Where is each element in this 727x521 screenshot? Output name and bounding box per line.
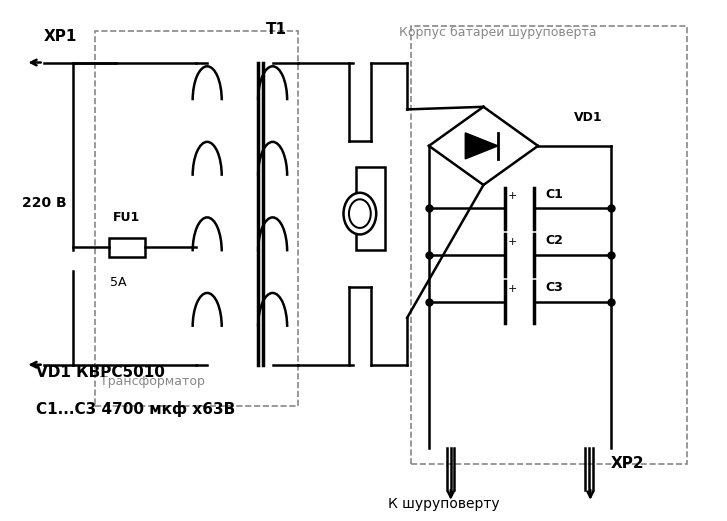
Bar xyxy=(109,238,145,257)
Bar xyxy=(411,26,687,464)
Text: ХР2: ХР2 xyxy=(611,456,644,471)
Text: C3: C3 xyxy=(545,281,563,294)
Text: С1...С3 4700 мкф х63В: С1...С3 4700 мкф х63В xyxy=(36,401,236,417)
Text: FU1: FU1 xyxy=(113,211,140,224)
Bar xyxy=(356,167,385,250)
Text: +: + xyxy=(508,191,517,201)
Text: VD1 КВРС5010: VD1 КВРС5010 xyxy=(36,365,165,380)
Text: VD1: VD1 xyxy=(574,111,603,123)
Text: C1: C1 xyxy=(545,188,563,201)
Text: Трансформатор: Трансформатор xyxy=(100,375,205,388)
Bar xyxy=(95,31,298,406)
Text: 220 В: 220 В xyxy=(22,196,66,210)
Text: +: + xyxy=(508,238,517,247)
Ellipse shape xyxy=(343,193,377,234)
Text: +: + xyxy=(508,284,517,294)
Text: К шуруповерту: К шуруповерту xyxy=(387,497,499,511)
Text: C2: C2 xyxy=(545,234,563,247)
Polygon shape xyxy=(465,133,498,159)
Text: 5А: 5А xyxy=(111,276,126,289)
Text: Корпус батареи шуруповёрта: Корпус батареи шуруповёрта xyxy=(399,26,597,39)
Text: XP1: XP1 xyxy=(44,29,77,44)
Text: T1: T1 xyxy=(266,22,286,37)
Ellipse shape xyxy=(349,200,371,228)
